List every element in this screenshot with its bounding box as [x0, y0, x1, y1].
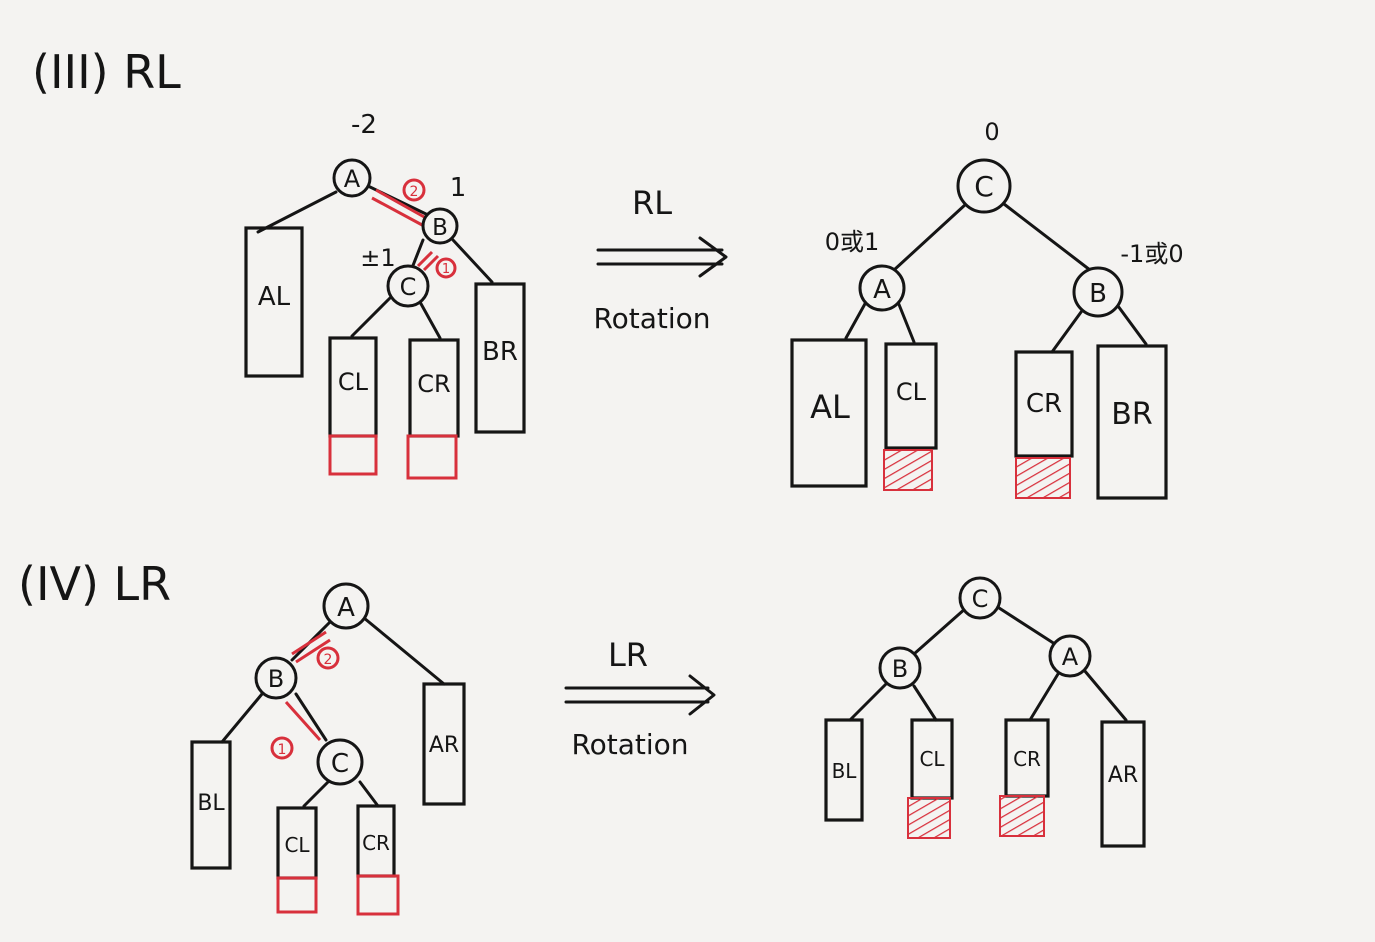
lr-before-edges [220, 616, 446, 808]
rl-arrow-label: RL [632, 184, 672, 222]
rl-order-1-marker: 1 [435, 257, 457, 279]
lr-arrow-label: LR [608, 636, 648, 674]
rl-before-subtree-br: BR [474, 282, 526, 434]
svg-text:CL: CL [284, 833, 310, 857]
rl-node-a-label: A [344, 165, 361, 193]
svg-text:1: 1 [442, 262, 450, 277]
svg-text:CL: CL [919, 747, 945, 771]
rl-node-b-balance: 1 [450, 173, 467, 203]
rl-after-edges [844, 202, 1148, 354]
rl-after-subtree-cr: CR [1014, 350, 1074, 499]
svg-text:A: A [1062, 643, 1079, 671]
svg-text:CR: CR [1026, 389, 1062, 419]
svg-text:B: B [268, 665, 284, 693]
svg-text:C: C [972, 585, 989, 613]
rl-arrow: RL Rotation [593, 184, 728, 335]
lr-after-edges [848, 604, 1128, 722]
lr-node-a: A [322, 582, 370, 630]
lr-arrow-caption: Rotation [571, 728, 688, 761]
svg-text:BL: BL [832, 759, 858, 783]
svg-text:AL: AL [258, 282, 291, 312]
svg-text:AR: AR [1108, 763, 1138, 788]
rl-node-b-label: B [432, 215, 448, 241]
lr-after-subtree-cl: CL [907, 718, 954, 839]
rl-after-root-balance: 0 [984, 118, 999, 146]
svg-text:CL: CL [338, 368, 369, 396]
rl-node-c: C [386, 264, 430, 308]
rl-after-subtree-al: AL [790, 338, 868, 488]
rl-after-node-a: A [858, 264, 906, 312]
svg-text:2: 2 [324, 652, 333, 668]
svg-text:CR: CR [417, 370, 450, 398]
lr-node-b: B [254, 656, 298, 700]
rl-after-node-b: B [1072, 266, 1124, 318]
section3-heading: (III) RL [32, 45, 181, 99]
rl-node-c-label: C [400, 273, 417, 301]
rl-after-right-balance: -1或0 [1120, 240, 1183, 268]
svg-text:B: B [1089, 279, 1107, 309]
rl-before-edges [256, 184, 494, 340]
lr-arrow: LR Rotation [564, 636, 716, 761]
svg-text:C: C [331, 749, 349, 779]
rl-before-subtree-al: AL [244, 226, 304, 378]
lr-after-subtree-ar: AR [1100, 720, 1146, 848]
rl-arrow-caption: Rotation [593, 302, 710, 335]
section4-heading: (IV) LR [18, 557, 171, 611]
svg-text:AL: AL [810, 388, 850, 426]
lr-after-subtree-cr: CR [999, 718, 1050, 837]
lr-after-node-a: A [1048, 634, 1092, 678]
rl-after-subtree-br: BR [1096, 344, 1168, 500]
rl-before-subtree-cl: CL [328, 336, 378, 476]
svg-text:A: A [873, 275, 891, 305]
rl-node-b: B [421, 207, 459, 245]
lr-order-1-marker: 1 [270, 736, 294, 760]
rl-after-subtree-cl: CL [883, 342, 938, 491]
rl-node-c-balance: ±1 [360, 244, 395, 272]
lr-before-subtree-ar: AR [422, 682, 466, 806]
lr-after-subtree-bl: BL [824, 718, 864, 822]
rl-after-left-balance: 0或1 [825, 228, 880, 256]
lr-node-c: C [316, 738, 364, 786]
rl-before-subtree-cr: CR [406, 338, 460, 480]
svg-text:CR: CR [1013, 747, 1041, 771]
lr-after-node-b: B [878, 646, 922, 690]
lr-order-2-marker: 2 [316, 646, 340, 670]
lr-before-subtree-bl: BL [190, 740, 232, 870]
lr-before-subtree-cl: CL [276, 806, 318, 914]
svg-text:BL: BL [197, 791, 225, 816]
rl-node-a: A [332, 158, 372, 198]
svg-text:B: B [892, 655, 908, 683]
svg-text:BR: BR [482, 337, 518, 367]
svg-text:A: A [337, 593, 355, 623]
svg-text:CR: CR [362, 831, 390, 855]
svg-text:AR: AR [429, 733, 459, 758]
rl-order-2-marker: 2 [402, 178, 426, 202]
rl-root-balance: -2 [351, 110, 377, 140]
svg-text:BR: BR [1111, 397, 1152, 432]
lr-after-node-c: C [958, 576, 1002, 620]
svg-text:2: 2 [410, 184, 419, 200]
rl-after-node-c: C [956, 158, 1012, 214]
svg-text:1: 1 [278, 742, 287, 758]
svg-text:CL: CL [896, 378, 927, 406]
svg-text:C: C [974, 170, 994, 203]
lr-before-subtree-cr: CR [356, 804, 400, 916]
